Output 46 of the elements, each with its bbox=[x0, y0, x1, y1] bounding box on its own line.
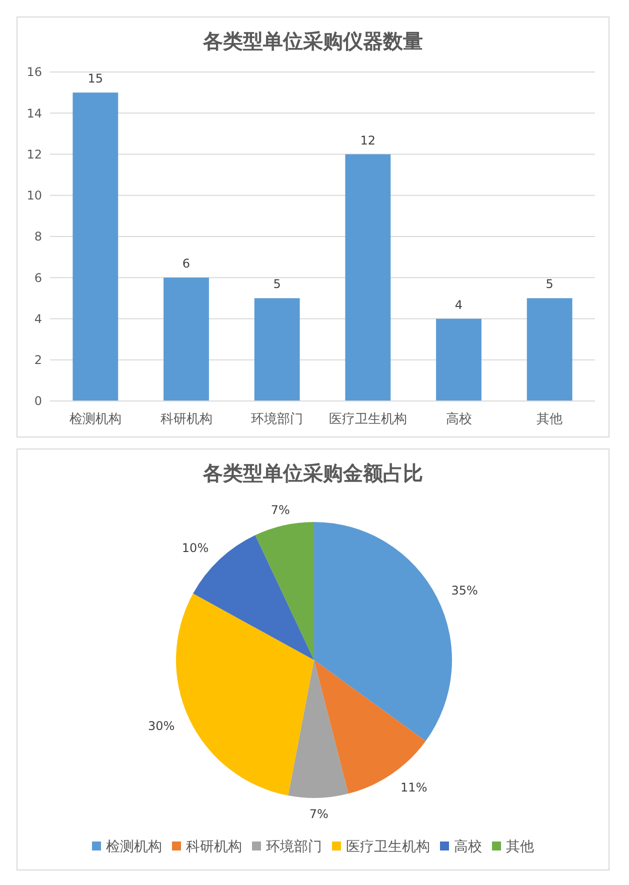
y-tick-label: 16 bbox=[26, 65, 42, 80]
x-tick-label: 医疗卫生机构 bbox=[328, 412, 407, 427]
pie-slice bbox=[288, 660, 348, 798]
chart-title: 各类型单位采购仪器数量 bbox=[202, 29, 423, 53]
legend-label: 医疗卫生机构 bbox=[346, 838, 430, 855]
y-tick-label: 0 bbox=[34, 394, 42, 408]
x-tick-label: 检测机构 bbox=[69, 412, 122, 427]
bar bbox=[526, 298, 572, 401]
data-label: 4 bbox=[454, 298, 463, 312]
bar bbox=[72, 92, 118, 401]
bar bbox=[254, 298, 300, 401]
legend-label: 其他 bbox=[506, 838, 534, 855]
bar bbox=[436, 318, 482, 401]
x-tick-label: 其他 bbox=[536, 412, 563, 427]
y-tick-label: 12 bbox=[26, 147, 42, 162]
data-label: 6 bbox=[182, 256, 190, 271]
legend-label: 检测机构 bbox=[106, 838, 162, 855]
pie-slice bbox=[314, 660, 426, 794]
legend-label: 科研机构 bbox=[186, 838, 242, 855]
bar bbox=[345, 154, 391, 401]
y-tick-label: 8 bbox=[34, 230, 42, 244]
chart-title: 各类型单位采购金额占比 bbox=[202, 461, 423, 485]
data-label: 7% bbox=[309, 807, 328, 822]
y-tick-label: 10 bbox=[26, 188, 42, 203]
data-label: 11% bbox=[400, 780, 428, 795]
pie-slice bbox=[314, 522, 452, 742]
data-label: 7% bbox=[270, 502, 290, 517]
y-tick-label: 2 bbox=[34, 353, 42, 368]
pie-slice bbox=[176, 594, 314, 796]
data-label: 5 bbox=[546, 277, 554, 292]
pie-slice bbox=[255, 522, 314, 660]
y-tick-label: 4 bbox=[34, 312, 42, 326]
data-label: 10% bbox=[182, 540, 209, 555]
x-tick-label: 高校 bbox=[446, 411, 472, 427]
data-label: 35% bbox=[451, 583, 478, 598]
data-label: 15 bbox=[88, 72, 104, 86]
data-label: 12 bbox=[360, 133, 376, 148]
legend-label: 高校 bbox=[454, 838, 482, 855]
y-tick-label: 6 bbox=[34, 270, 42, 285]
legend-label: 环境部门 bbox=[266, 838, 322, 855]
bar bbox=[164, 278, 209, 401]
y-tick-label: 14 bbox=[26, 106, 42, 120]
x-tick-label: 环境部门 bbox=[251, 411, 304, 427]
data-label: 30% bbox=[148, 718, 175, 733]
x-tick-label: 科研机构 bbox=[160, 412, 212, 427]
data-label: 5 bbox=[273, 277, 281, 292]
